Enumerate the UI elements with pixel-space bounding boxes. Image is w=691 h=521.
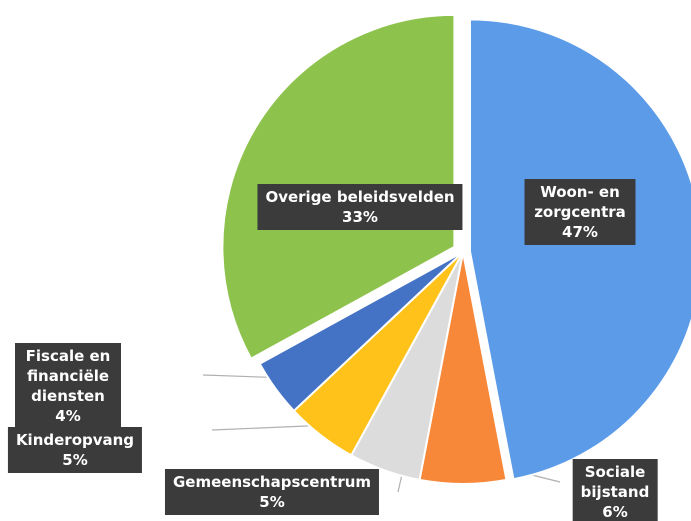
- data-label: Gemeenschapscentrum 5%: [164, 469, 380, 515]
- label-name: Woon- en zorgcentra: [534, 183, 626, 221]
- label-value: 33%: [342, 208, 378, 226]
- label-value: 5%: [259, 493, 285, 511]
- label-value: 5%: [62, 451, 88, 469]
- label-name: Sociale bijstand: [580, 463, 650, 501]
- label-name: Overige beleidsvelden: [265, 188, 455, 206]
- label-value: 6%: [602, 503, 628, 521]
- data-label: Kinderopvang 5%: [7, 427, 143, 473]
- pie-slice: [258, 251, 464, 413]
- label-name: Gemeenschapscentrum: [172, 473, 372, 491]
- label-name: Kinderopvang: [15, 431, 135, 449]
- data-label: Fiscale en financiële diensten 4%: [15, 343, 121, 429]
- data-label: Overige beleidsvelden 33%: [257, 184, 463, 230]
- label-value: 47%: [562, 223, 598, 241]
- label-value: 4%: [55, 407, 81, 425]
- data-label: Woon- en zorgcentra 47%: [524, 179, 636, 245]
- pie-slice: [468, 18, 691, 481]
- data-label: Sociale bijstand 6%: [572, 459, 658, 521]
- label-name: Fiscale en financiële diensten: [25, 347, 111, 405]
